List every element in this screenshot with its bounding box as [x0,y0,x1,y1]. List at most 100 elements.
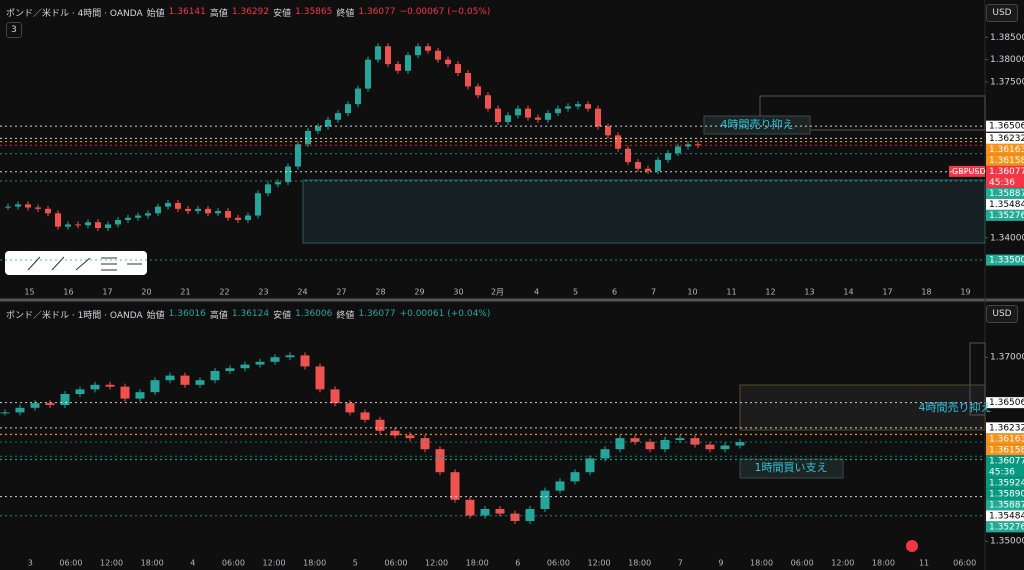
candle [240,364,250,369]
price-label: 1.35276 [989,211,1024,221]
candle [485,95,491,109]
candle [615,438,625,450]
candle [265,184,271,194]
candle [445,59,451,65]
candle [600,449,610,459]
time-label: 20 [141,288,151,297]
candle [570,472,580,482]
time-label: 4 [190,559,195,568]
price-label: 1.35887 [989,189,1024,199]
price-label: 1.35484 [989,200,1024,210]
time-label: 11 [919,559,929,568]
price-label-box [986,397,1024,409]
candle [15,407,25,413]
candle [415,46,421,56]
candle [495,108,501,122]
candle [330,389,340,404]
price-label-box [986,455,1024,478]
time-label: 5 [573,288,578,297]
candle [435,50,441,60]
candle [165,203,171,207]
time-label: 06:00 [59,559,82,568]
tool-icon[interactable] [27,256,41,271]
value: 1.36292 [231,7,270,17]
price-tick-label: 1.38500 [990,33,1024,43]
header: ポンド／米ドル · 4時間 · OANDA 始値 1.36141 高値 1.3629… [6,5,490,19]
candle [155,206,161,214]
candle [165,375,175,381]
price-label: 1.36163 [989,145,1024,155]
candle [225,368,235,371]
time-label: 18 [921,288,931,297]
symbol[interactable]: ポンド／米ドル · 4時間 · OANDA [6,8,143,19]
price-label-box [986,198,1024,210]
price-tick-label: 1.34000 [990,233,1024,243]
price-label: 1.36163 [989,434,1024,444]
value: 1.36077 [358,309,396,319]
candle [145,213,151,216]
candle [275,182,281,185]
candle [205,208,211,214]
candle [270,357,280,362]
time-label: 17 [882,288,892,297]
indicator-toggle[interactable]: 3 [6,22,22,38]
time-label: 23 [258,288,268,297]
price-label: 1.36506 [989,398,1024,408]
price-label-box [986,488,1024,500]
candle [120,386,130,399]
zone [739,384,986,431]
price-label: 1.35484 [989,511,1024,521]
time-label: 18:00 [750,559,773,568]
price-label: 1.35924 [989,478,1024,488]
candle [510,513,520,521]
label: 始値 [146,310,165,321]
candle [545,113,551,120]
time-label: 24 [297,288,307,297]
candle [420,438,430,450]
price-label-box [986,120,1024,132]
currency-button[interactable]: USD [986,305,1018,323]
candle [375,46,381,60]
candle [375,419,385,431]
candle [195,380,205,385]
time-label: 7 [678,559,683,568]
candle [365,59,371,89]
time-label: 12:00 [831,559,854,568]
time-label: 13 [804,288,814,297]
candle [555,108,561,114]
price-label: 1.36232 [989,423,1024,433]
candle [315,366,325,390]
price-label-box [986,154,1024,166]
candle [605,126,611,136]
time-label: 17 [102,288,112,297]
time-label: 06:00 [384,559,407,568]
candle [125,217,131,220]
candle [595,108,601,127]
candle [325,119,331,127]
value: 1.36077 [358,7,396,17]
indicator-count: 3 [11,25,17,35]
candle [95,222,101,228]
currency-button[interactable]: USD [986,4,1018,22]
candle [645,441,655,450]
tool-icon[interactable] [51,256,65,271]
time-label: 2月 [491,288,504,297]
candle [455,64,461,73]
value: 1.35865 [295,7,333,17]
change: +0.00061 (+0.04%) [399,309,491,319]
annotation-box [703,115,811,135]
candle [360,412,370,420]
symbol[interactable]: ポンド／米ドル · 1時間 · OANDA [6,310,143,321]
tool-icon[interactable] [75,257,91,271]
label: 終値 [336,8,355,19]
candle [90,384,100,390]
candle [635,162,641,169]
candle [60,394,70,406]
candle [255,193,261,216]
price-label-box [986,254,1024,266]
candle [625,148,631,163]
value: 1.36141 [168,7,206,17]
candle [660,440,670,450]
event-icon[interactable] [906,540,918,552]
